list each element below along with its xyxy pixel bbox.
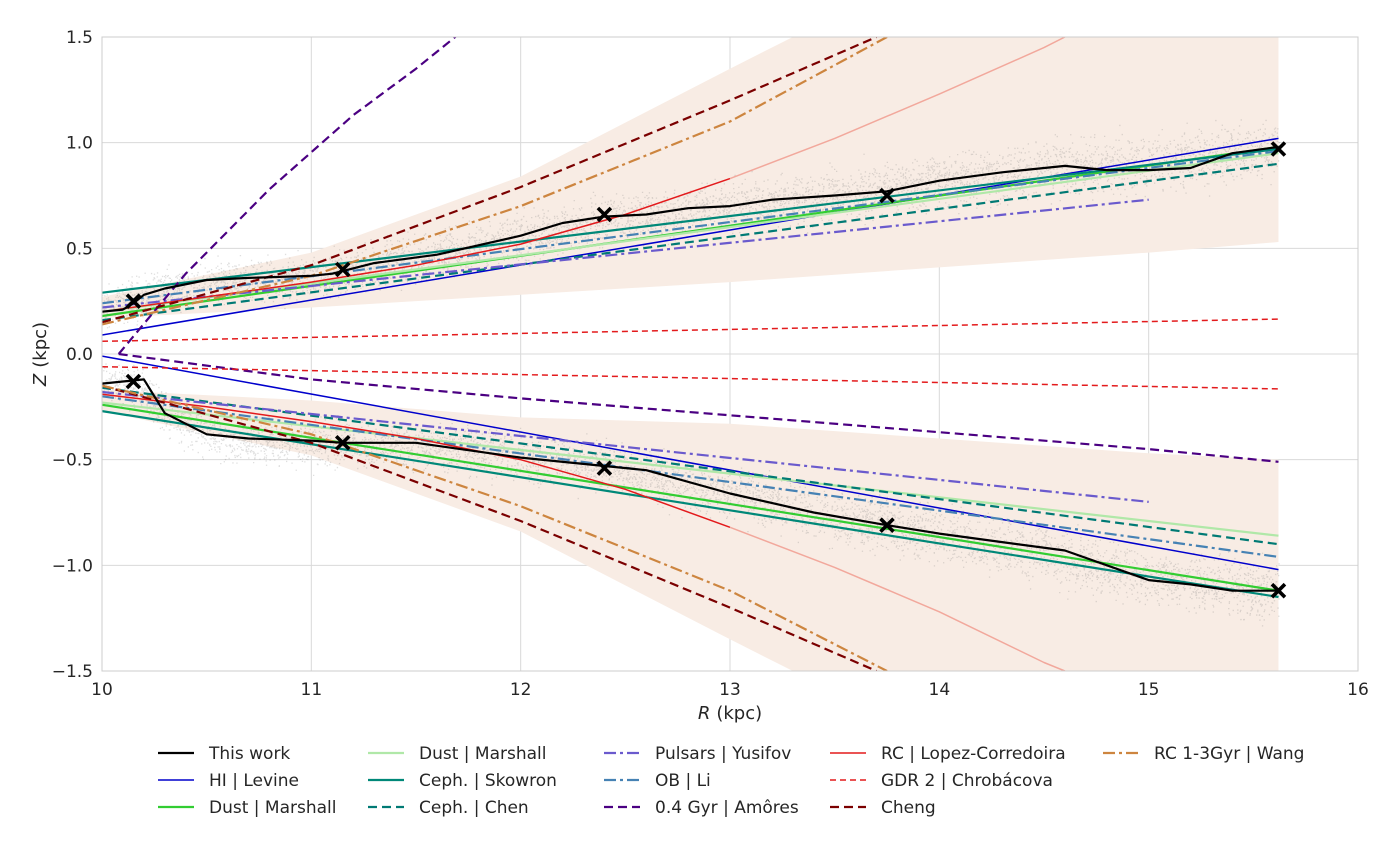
y-axis-label: Z (kpc): [30, 322, 51, 387]
legend-label-pulsars-yusifov: Pulsars | Yusifov: [655, 744, 791, 764]
x-tick-label: 12: [510, 680, 532, 700]
y-tick-label: −1.5: [52, 662, 93, 682]
legend-label-this-work: This work: [208, 744, 290, 764]
y-tick-label: 0.0: [66, 345, 93, 365]
series-line-hi-levine-upper: [102, 137, 1279, 336]
series-line-ceph-chen-upper: [102, 162, 1279, 322]
warp-marker: [596, 460, 613, 476]
legend: This work HI | Levine Dust | Marshall Dust …: [158, 744, 1304, 818]
series-line-gdr-2-chrob-cova-upper: [102, 318, 1279, 343]
warp-marker: [334, 434, 351, 451]
x-tick-label: 14: [929, 680, 951, 700]
x-axis-label-unit: (kpc): [716, 703, 762, 724]
series-line-dust-marshall-lower: [102, 403, 1279, 592]
x-tick-label: 16: [1347, 680, 1369, 700]
series-line-dust-marshall-alt-lower: [102, 401, 1279, 537]
series-line-pulsars-yusifov-upper: [102, 198, 1149, 309]
series-line-ceph-chen-lower: [102, 386, 1279, 546]
legend-label-0-4-gyr-am-res: 0.4 Gyr | Amôres: [655, 798, 799, 818]
y-tick-label: −1.0: [52, 556, 93, 576]
warp-marker: [125, 293, 142, 309]
warp-marker: [125, 373, 142, 390]
legend-label-gdr-2-chrob-cova: GDR 2 | Chrobácova: [881, 771, 1053, 791]
series-line-rc-1-3gyr-wang-lower: [102, 384, 888, 671]
markers: [125, 141, 1287, 599]
tick-labels: 10 11 12 13 14 15 16 −1.5 −1.0 −0.5 0.0 0.5 1.0 1.5: [52, 28, 1369, 700]
legend-label-dust-marshall: Dust | Marshall: [209, 798, 337, 818]
legend-label-ob-li: OB | Li: [655, 771, 711, 791]
series-line-cheng-upper: [102, 37, 877, 324]
legend-label-rc-1-3gyr-wang: RC 1-3Gyr | Wang: [1154, 744, 1304, 764]
series-line-rc-lopez-corredoira-ext-upper: [729, 37, 1066, 180]
x-tick-label: 10: [91, 680, 113, 700]
series-line-rc-lopez-corredoira-lower: [102, 393, 731, 529]
legend-label-cheng: Cheng: [881, 798, 936, 818]
y-axis-label-unit: (kpc): [30, 322, 51, 368]
series-line-rc-1-3gyr-wang-upper: [102, 37, 888, 326]
warp-marker: [1270, 582, 1287, 599]
legend-label-ceph-chen: Ceph. | Chen: [419, 798, 529, 818]
series-line-hi-levine-lower: [102, 355, 1279, 571]
series-line-pulsars-yusifov-lower: [102, 390, 1149, 503]
plot-frame: [101, 36, 1359, 672]
series-line-this-work-lower: [102, 378, 1279, 592]
series-line-dust-marshall-alt-upper: [102, 152, 1279, 313]
legend-label-hi-levine: HI | Levine: [209, 771, 299, 791]
warp-marker: [596, 206, 613, 223]
x-axis-label: R (kpc): [698, 703, 762, 724]
series-line-this-work-upper: [102, 145, 1279, 313]
y-tick-label: −0.5: [52, 451, 93, 471]
band-lower: [102, 389, 1279, 671]
y-tick-label: 0.5: [66, 239, 93, 259]
series-lines: [102, 37, 1279, 671]
x-tick-label: 11: [301, 680, 323, 700]
legend-label-dust-marshall-alt: Dust | Marshall: [419, 744, 547, 764]
warp-marker: [879, 187, 895, 204]
x-tick-label: 15: [1138, 680, 1160, 700]
legend-label-ceph-skowron: Ceph. | Skowron: [419, 771, 557, 791]
series-line-gdr-2-chrob-cova-lower: [102, 365, 1279, 390]
y-tick-label: 1.0: [66, 134, 93, 154]
series-line-ob-li-upper: [102, 150, 1279, 305]
series-line-cheng-lower: [102, 384, 877, 671]
y-tick-label: 1.5: [66, 28, 93, 48]
y-axis-label-main: Z: [30, 373, 51, 387]
x-axis-label-main: R: [698, 703, 711, 724]
legend-label-rc-lopez-corredoira: RC | Lopez-Corredoira: [881, 744, 1066, 764]
series-line-ceph-skowron-lower: [102, 410, 1279, 599]
warp-marker: [334, 261, 351, 278]
x-tick-label: 13: [719, 680, 741, 700]
warp-marker: [879, 517, 895, 533]
series-line-ob-li-lower: [102, 395, 1279, 558]
series-line-rc-lopez-corredoira-ext-lower: [729, 526, 1066, 671]
warp-marker: [1270, 141, 1287, 157]
